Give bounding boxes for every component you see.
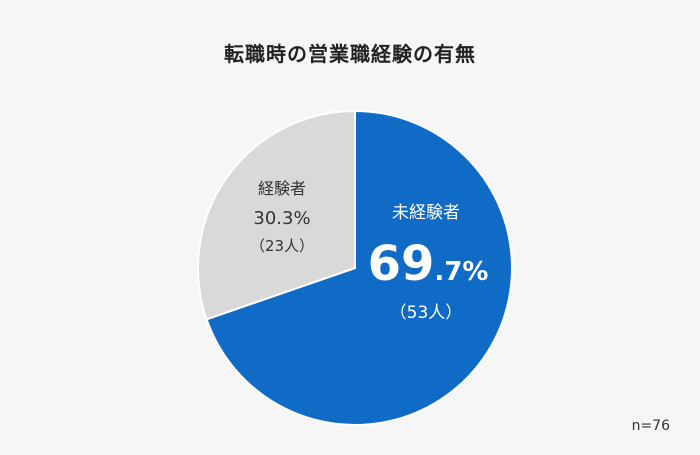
chart-title: 転職時の営業職経験の有無 (224, 42, 476, 66)
sample-size-note: n=76 (631, 418, 670, 434)
pie-slice-unexperienced (205, 109, 513, 426)
slice-label-unexperienced-count: （53人） (390, 303, 463, 323)
slice-percent-int: 69 (368, 236, 435, 292)
slice-label-experienced-count: （23人） (250, 237, 314, 255)
slice-label-experienced-name: 経験者 (258, 179, 306, 198)
slice-percent-dec: .7% (434, 257, 488, 287)
pie-slice-experienced (197, 109, 356, 321)
slice-label-unexperienced-percent: 69.7% (368, 236, 489, 292)
slice-label-unexperienced-name: 未経験者 (392, 203, 460, 223)
slice-label-experienced-percent: 30.3% (253, 208, 310, 229)
